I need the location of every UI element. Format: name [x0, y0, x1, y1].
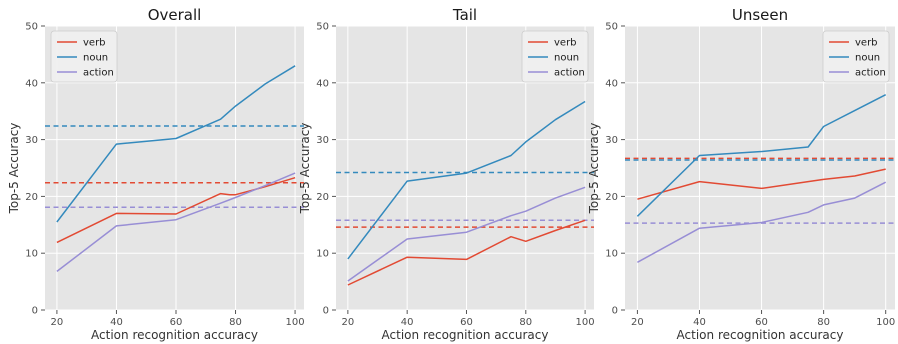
legend-box [50, 30, 118, 83]
legend: verb noun action [521, 30, 589, 83]
legend-label-verb: verb [855, 38, 878, 49]
legend: verb noun action [50, 30, 118, 83]
x-tick-label: 100 [286, 317, 305, 328]
legend-label-noun: noun [855, 53, 880, 64]
y-tick-label: 10 [316, 249, 329, 260]
y-tick-label: 40 [605, 78, 618, 89]
legend: verb noun action [822, 30, 890, 83]
x-tick-label: 80 [519, 317, 532, 328]
legend-label-verb: verb [554, 38, 577, 49]
y-tick-label: 30 [605, 135, 618, 146]
y-axis-label: Top-5 Accuracy [587, 123, 601, 215]
y-tick-label: 10 [25, 249, 38, 260]
x-axis-label: Action recognition accuracy [91, 328, 258, 342]
chart-panel-2: 0 10 20 30 40 50 20 40 60 80 100 Tail Action recogni… [298, 6, 595, 342]
x-tick-label: 60 [460, 317, 473, 328]
series-line-noun [347, 100, 586, 260]
y-tick-label: 10 [605, 249, 618, 260]
x-tick-label: 20 [341, 317, 354, 328]
y-tick-label: 30 [316, 135, 329, 146]
series-line-noun [636, 94, 887, 217]
legend-box [521, 30, 589, 83]
x-axis-label: Action recognition accuracy [677, 328, 844, 342]
y-tick-label: 40 [316, 78, 329, 89]
chart-title: Tail [452, 6, 477, 24]
series-line-action [637, 181, 887, 263]
series-line-noun [56, 65, 296, 223]
x-tick-label: 20 [51, 317, 64, 328]
x-tick-label: 80 [817, 317, 830, 328]
series-line-verb [637, 168, 886, 200]
y-tick-label: 50 [605, 22, 618, 33]
y-tick-label: 40 [25, 78, 38, 89]
x-tick-label: 60 [755, 317, 768, 328]
legend-label-action: action [855, 68, 886, 79]
legend-label-verb: verb [83, 38, 106, 49]
y-tick-label: 0 [612, 306, 618, 317]
x-tick-label: 20 [631, 317, 644, 328]
y-tick-label: 50 [25, 22, 38, 33]
legend-label-action: action [83, 68, 114, 79]
x-tick-label: 40 [693, 317, 706, 328]
y-axis-label: Top-5 Accuracy [298, 123, 312, 215]
legend-box [822, 30, 890, 83]
x-tick-label: 100 [576, 317, 595, 328]
legend-label-action: action [554, 68, 585, 79]
chart-panel-3: 0 10 20 30 40 50 20 40 60 80 100 Unseen Action recog… [587, 6, 895, 342]
x-tick-label: 100 [876, 317, 895, 328]
chart-panel-1: 0 10 20 30 40 50 20 40 60 80 100 Overall Action reco… [7, 6, 305, 342]
series-line-action [347, 186, 586, 282]
y-tick-label: 0 [323, 306, 329, 317]
y-tick-label: 0 [32, 306, 38, 317]
y-tick-label: 30 [25, 135, 38, 146]
x-tick-label: 60 [170, 317, 183, 328]
x-tick-label: 80 [229, 317, 242, 328]
chart-title: Unseen [732, 6, 788, 24]
legend-label-noun: noun [83, 53, 108, 64]
series-line-verb [347, 219, 586, 286]
y-tick-label: 20 [25, 192, 38, 203]
legend-label-noun: noun [554, 53, 579, 64]
chart-title: Overall [148, 6, 202, 24]
y-tick-label: 20 [605, 192, 618, 203]
x-tick-label: 40 [110, 317, 123, 328]
x-axis-label: Action recognition accuracy [382, 328, 549, 342]
series-line-action [56, 172, 296, 272]
y-tick-label: 20 [316, 192, 329, 203]
y-tick-label: 50 [316, 22, 329, 33]
y-axis-label: Top-5 Accuracy [7, 123, 21, 215]
x-tick-label: 40 [401, 317, 414, 328]
